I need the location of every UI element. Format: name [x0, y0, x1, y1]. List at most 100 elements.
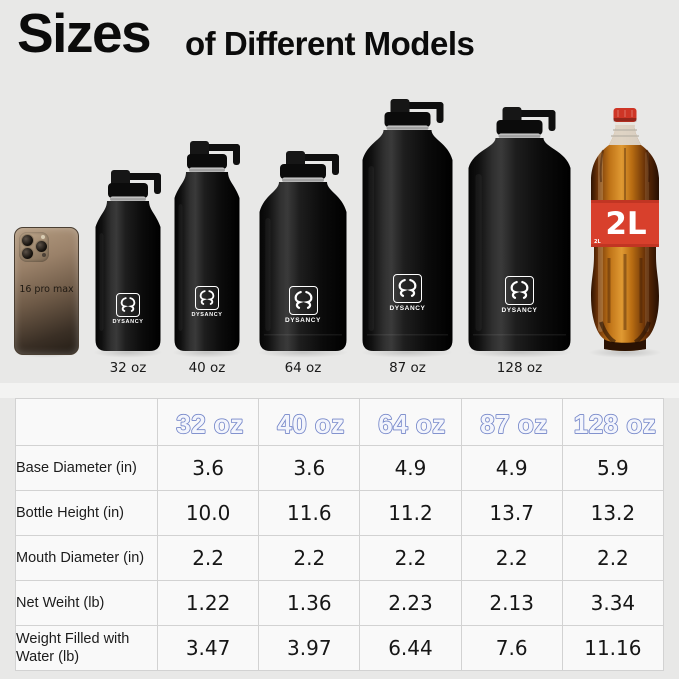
table-cell: 13.7	[460, 490, 563, 536]
brand-logo-icon	[505, 276, 534, 305]
brand-logo-icon	[116, 293, 140, 317]
shadow	[256, 347, 350, 358]
brand-logo-icon	[288, 286, 318, 315]
camera-lens-icon	[21, 234, 34, 247]
brand-logo: DYSANCY	[258, 286, 348, 324]
shadow	[465, 347, 574, 358]
table-row: Base Diameter (in) 3.6 3.6 4.9 4.9 5.9	[15, 445, 665, 491]
table-header-64oz: 64 oz	[359, 398, 462, 446]
page-title-main: Sizes	[17, 2, 152, 64]
bottle-art	[174, 141, 240, 351]
table-cell: 3.47	[156, 625, 260, 671]
brand-name: DYSANCY	[501, 307, 538, 314]
shadow	[171, 347, 243, 358]
svg-text:87 oz: 87 oz	[480, 409, 548, 439]
row-label-filled-weight: Weight Filled with Water (lb)	[15, 625, 158, 671]
table-header-40oz: 40 oz	[258, 398, 361, 446]
table-cell: 2.2	[561, 535, 665, 581]
table-row: Mouth Diameter (in) 2.2 2.2 2.2 2.2 2.2	[15, 535, 665, 581]
row-label-base-diameter: Base Diameter (in)	[15, 445, 158, 491]
table-header-32oz: 32 oz	[156, 398, 260, 446]
table-cell: 2.2	[359, 535, 462, 581]
table-cell: 13.2	[561, 490, 665, 536]
shadow	[587, 347, 663, 358]
table-cell: 2.2	[156, 535, 260, 581]
camera-lens-icon	[35, 240, 48, 253]
svg-text:64 oz: 64 oz	[379, 409, 447, 439]
table-cell: 2.2	[258, 535, 361, 581]
size-label-32oz: 32 oz	[109, 360, 147, 376]
row-label-bottle-height: Bottle Height (in)	[15, 490, 158, 536]
bottle-art	[362, 99, 453, 351]
bottle-87oz: DYSANCY	[361, 95, 454, 353]
cola-volume-side-label: 2L	[594, 239, 601, 245]
size-label-40oz: 40 oz	[188, 360, 226, 376]
phone-model-label: 16 pro max	[19, 284, 74, 295]
table-cell: 3.97	[258, 625, 361, 671]
svg-text:40 oz: 40 oz	[277, 409, 345, 439]
cola-volume-label: 2L	[605, 206, 646, 242]
brand-logo-icon	[195, 286, 219, 310]
table-cell: 2.13	[460, 580, 563, 626]
shadow	[359, 347, 455, 358]
size-label-64oz: 64 oz	[284, 360, 322, 376]
brand-logo: DYSANCY	[173, 286, 241, 318]
brand-name: DYSANCY	[389, 305, 426, 312]
brand-logo-icon	[393, 274, 422, 303]
table-cell: 5.9	[561, 445, 665, 491]
table-cell: 11.2	[359, 490, 462, 536]
brand-logo: DYSANCY	[467, 276, 572, 314]
table-cell: 4.9	[359, 445, 462, 491]
table-cell: 6.44	[359, 625, 462, 671]
brand-name: DYSANCY	[112, 319, 144, 325]
camera-lens-icon	[21, 247, 34, 260]
cola-bottle-art: 2L 2L	[591, 108, 659, 351]
size-label-87oz: 87 oz	[389, 360, 426, 376]
table-row: Weight Filled with Water (lb) 3.47 3.97 …	[15, 625, 665, 671]
bottle-40oz: DYSANCY	[173, 137, 241, 353]
bottle-64oz: DYSANCY	[258, 147, 348, 353]
row-label-mouth-diameter: Mouth Diameter (in)	[15, 535, 158, 581]
table-header-87oz: 87 oz	[460, 398, 563, 446]
bottle-128oz: DYSANCY	[467, 103, 572, 353]
phone-camera-module	[19, 232, 49, 262]
spec-table: 32 oz 40 oz 64 oz 87 oz 128 oz Base Diam…	[15, 398, 665, 671]
table-cell: 11.16	[561, 625, 665, 671]
shadow	[92, 347, 164, 358]
size-label-128oz: 128 oz	[496, 360, 543, 376]
row-label-net-weight: Net Weiht (lb)	[15, 580, 158, 626]
table-corner-cell	[15, 398, 158, 446]
table-cell: 7.6	[460, 625, 563, 671]
svg-text:128 oz: 128 oz	[574, 409, 657, 439]
bottle-art	[468, 107, 571, 351]
table-cell: 3.34	[561, 580, 665, 626]
camera-lidar-icon	[42, 253, 46, 257]
table-header-row: 32 oz 40 oz 64 oz 87 oz 128 oz	[15, 398, 665, 446]
table-cell: 3.6	[156, 445, 260, 491]
table-cell: 1.36	[258, 580, 361, 626]
cola-bottle-2l: 2L 2L	[589, 108, 661, 358]
table-cell: 4.9	[460, 445, 563, 491]
brand-logo: DYSANCY	[94, 293, 162, 325]
table-cell: 3.6	[258, 445, 361, 491]
brand-logo: DYSANCY	[361, 274, 454, 312]
table-cell: 10.0	[156, 490, 260, 536]
bottle-art	[95, 170, 161, 351]
table-cell: 1.22	[156, 580, 260, 626]
brand-name: DYSANCY	[285, 317, 321, 324]
table-cell: 2.23	[359, 580, 462, 626]
brand-name: DYSANCY	[191, 312, 223, 318]
table-header-128oz: 128 oz	[561, 398, 665, 446]
bottle-art	[259, 151, 347, 351]
table-cell: 11.6	[258, 490, 361, 536]
bottle-32oz: DYSANCY	[94, 166, 162, 353]
page-title-sub: of Different Models	[185, 25, 475, 62]
table-cell: 2.2	[460, 535, 563, 581]
svg-text:32 oz: 32 oz	[176, 409, 244, 439]
iphone-reference: 16 pro max	[14, 227, 79, 355]
photo-bottom-fade	[0, 383, 679, 398]
camera-flash-icon	[41, 235, 45, 239]
table-row: Net Weiht (lb) 1.22 1.36 2.23 2.13 3.34	[15, 580, 665, 626]
table-row: Bottle Height (in) 10.0 11.6 11.2 13.7 1…	[15, 490, 665, 536]
